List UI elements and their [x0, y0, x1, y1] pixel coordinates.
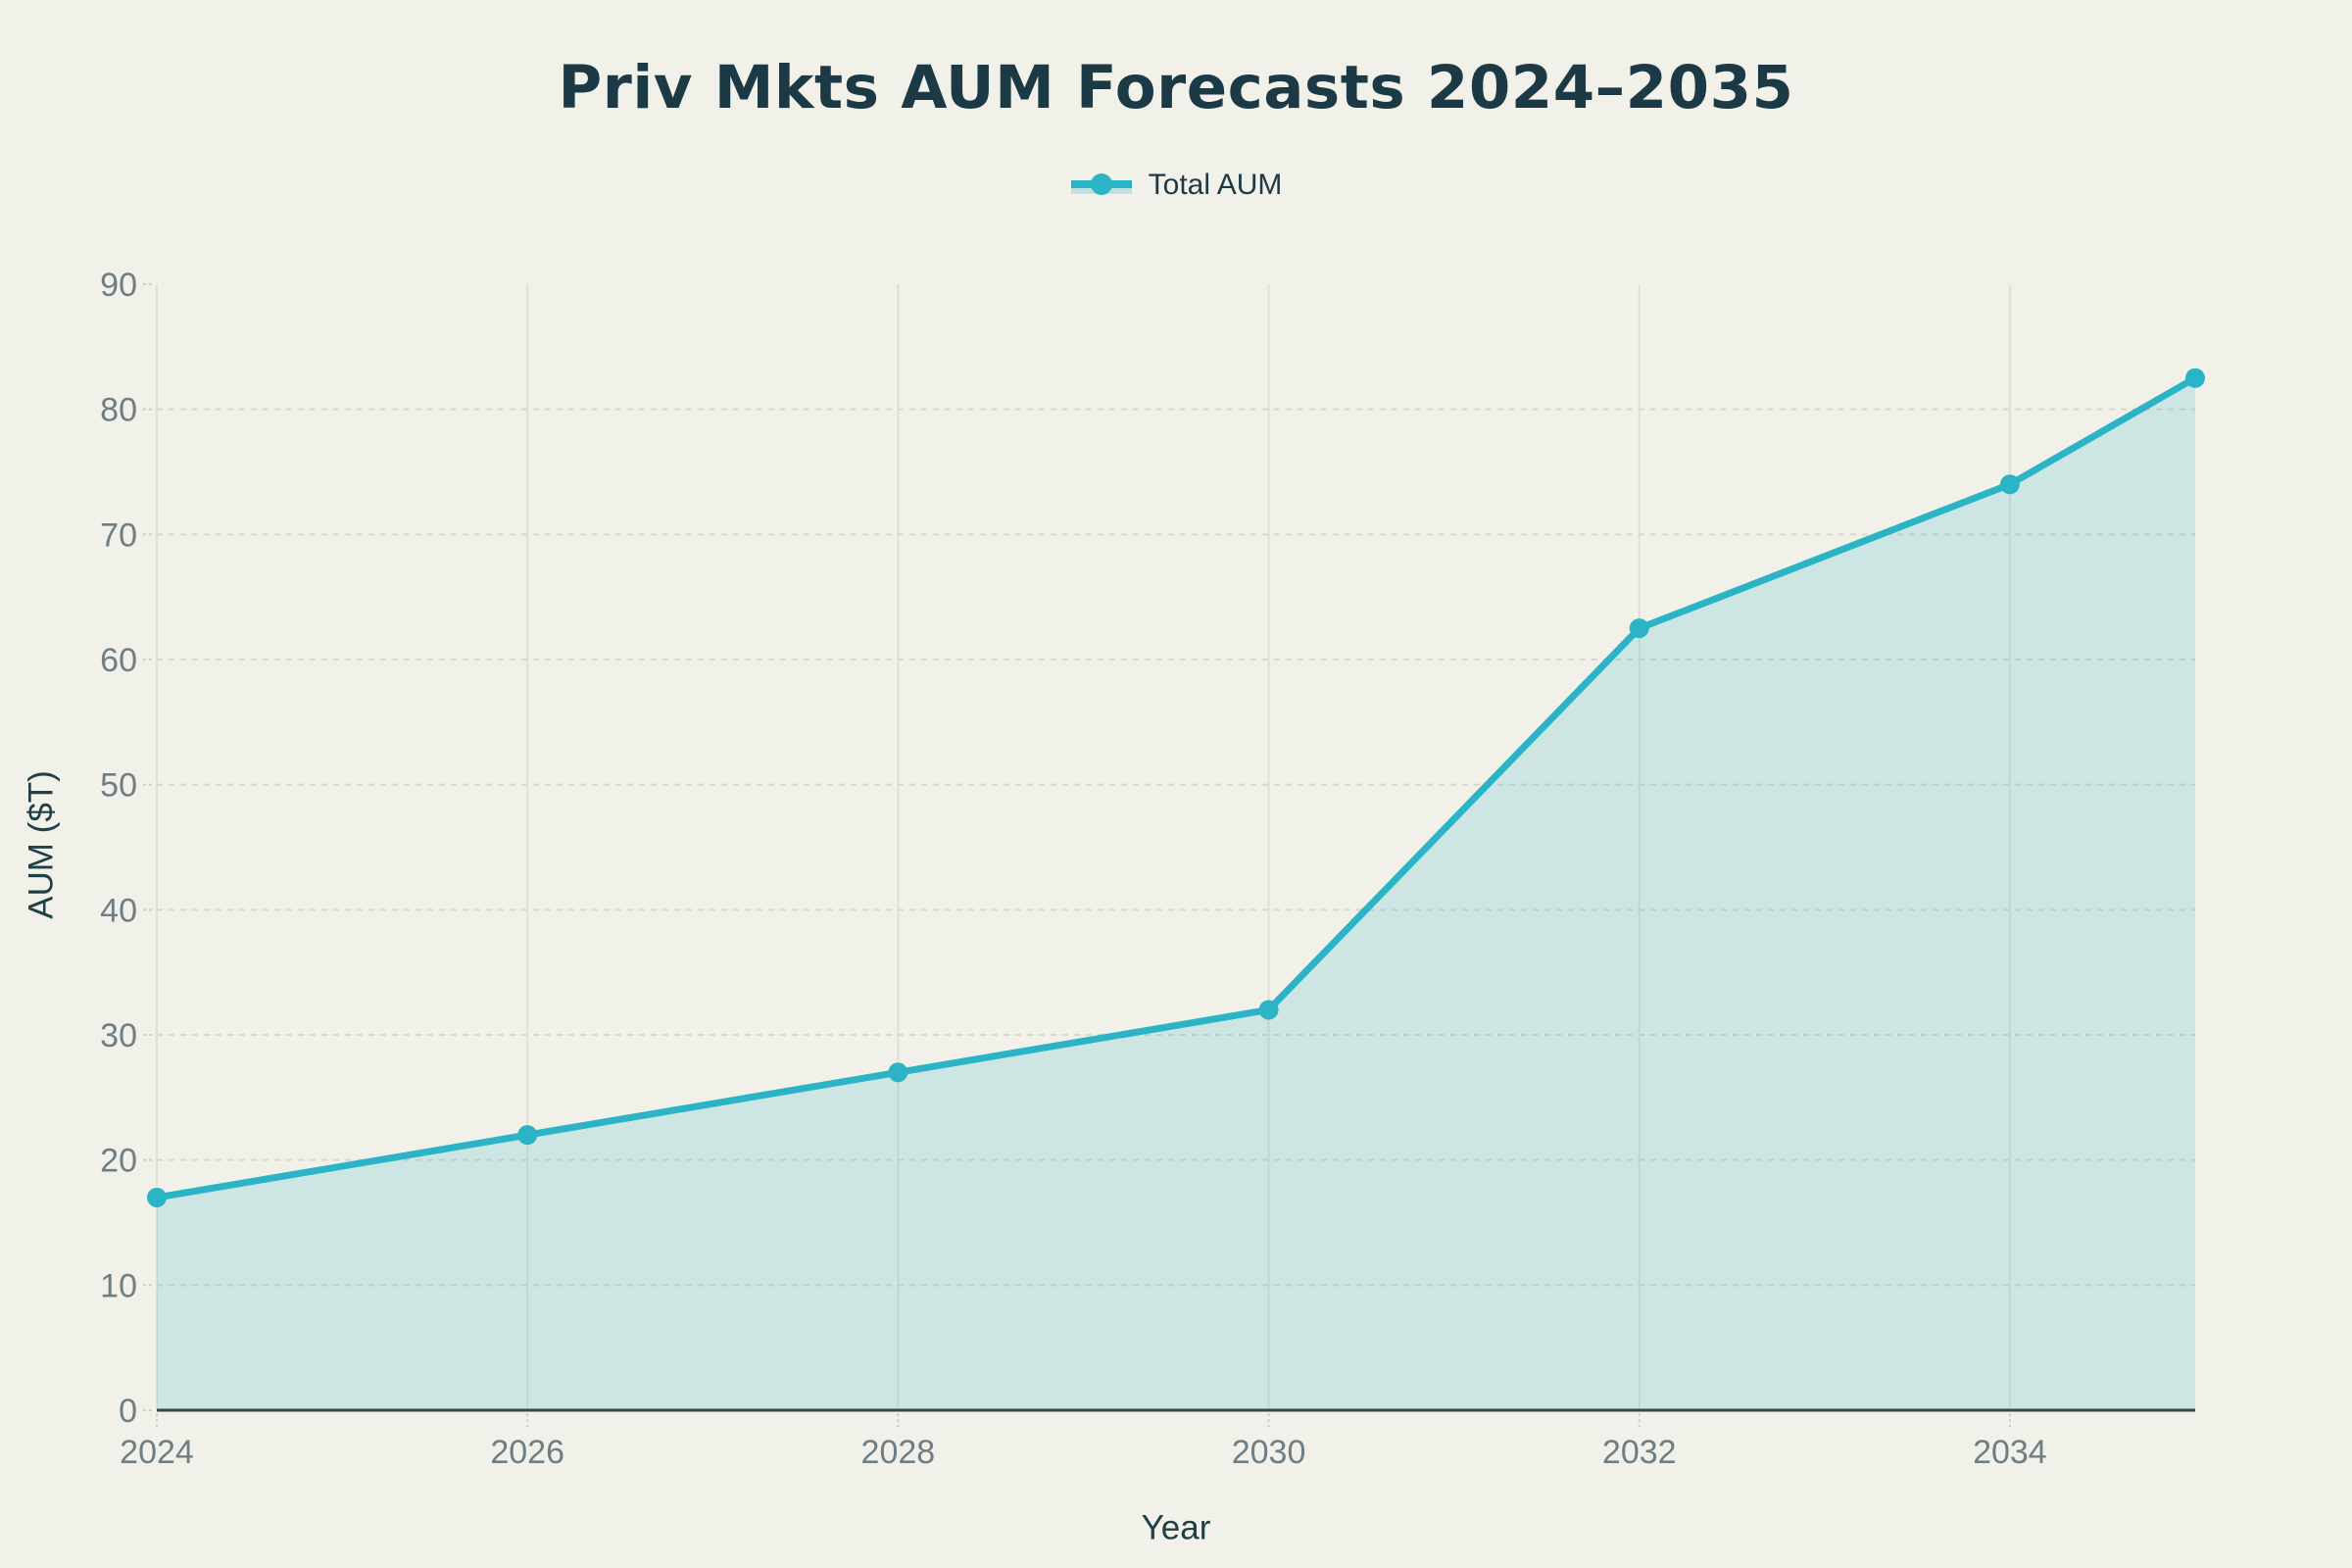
data-point[interactable]: [2185, 368, 2205, 388]
x-tick-label: 2026: [490, 1434, 564, 1471]
chart-title: Priv Mkts AUM Forecasts 2024–2035: [558, 53, 1794, 122]
y-tick-label: 50: [100, 767, 137, 805]
x-axis-title: Year: [1141, 1508, 1211, 1547]
x-tick-label: 2032: [1602, 1434, 1677, 1471]
legend-swatch-icon: [1070, 173, 1132, 195]
data-point[interactable]: [1629, 618, 1649, 639]
legend-label: Total AUM: [1148, 169, 1283, 201]
y-tick-label: 70: [100, 516, 137, 554]
y-tick-label: 90: [100, 267, 137, 304]
series-area-fill: [157, 377, 2195, 1410]
y-tick-label: 40: [100, 892, 137, 929]
y-tick-label: 60: [100, 642, 137, 679]
x-tick-label: 2030: [1232, 1434, 1306, 1471]
y-tick-label: 10: [100, 1267, 137, 1304]
data-point[interactable]: [888, 1062, 908, 1083]
data-point[interactable]: [147, 1187, 167, 1207]
legend-item-total-aum[interactable]: Total AUM: [1070, 169, 1283, 201]
x-tick-label: 2028: [861, 1434, 936, 1471]
y-tick-label: 30: [100, 1017, 137, 1054]
y-tick-label: 20: [100, 1143, 137, 1180]
y-tick-label: 0: [119, 1393, 137, 1430]
data-point[interactable]: [517, 1125, 538, 1146]
x-tick-label: 2034: [1973, 1434, 2047, 1471]
data-point[interactable]: [1999, 474, 2020, 495]
y-tick-label: 80: [100, 392, 137, 429]
x-tick-label: 2024: [120, 1434, 194, 1471]
legend: Total AUM: [0, 169, 2352, 200]
data-point[interactable]: [1258, 1000, 1279, 1020]
